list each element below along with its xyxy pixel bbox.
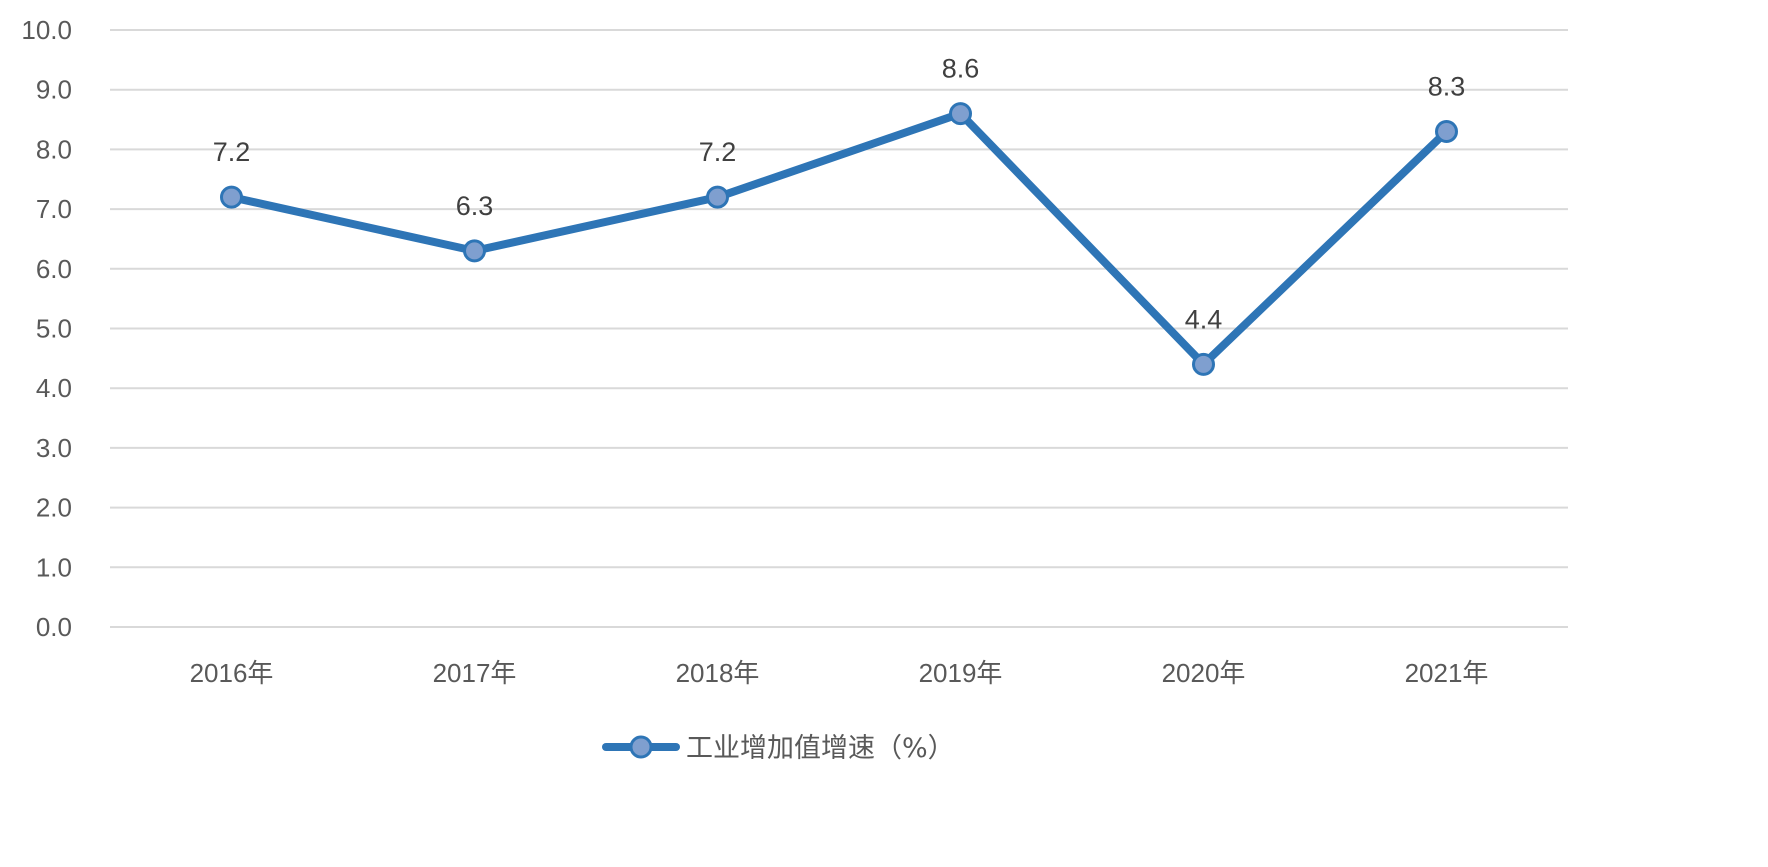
data-point bbox=[1192, 352, 1215, 376]
data-label: 8.3 bbox=[1428, 71, 1466, 101]
data-label: 4.4 bbox=[1185, 304, 1223, 334]
y-tick-label: 1.0 bbox=[36, 552, 72, 582]
data-label: 7.2 bbox=[213, 137, 251, 167]
x-tick-label: 2016年 bbox=[190, 658, 274, 688]
y-axis-ticks: 0.0 1.0 2.0 3.0 4.0 5.0 6.0 7.0 8.0 9.0 10.0 bbox=[21, 15, 72, 642]
series-line bbox=[227, 109, 1451, 369]
series-layer bbox=[220, 102, 1458, 376]
x-tick-label: 2017年 bbox=[433, 658, 517, 688]
x-tick-label: 2019年 bbox=[919, 658, 1003, 688]
data-labels: 7.2 6.3 7.2 8.6 4.4 8.3 bbox=[213, 54, 1466, 335]
data-point bbox=[706, 185, 729, 209]
data-point bbox=[220, 185, 243, 209]
y-tick-label: 6.0 bbox=[36, 254, 72, 284]
data-label: 7.2 bbox=[699, 137, 737, 167]
chart-container: 0.0 1.0 2.0 3.0 4.0 5.0 6.0 7.0 8.0 9.0 10.0 2016年… bbox=[21, 15, 1568, 764]
y-tick-label: 2.0 bbox=[36, 493, 72, 523]
data-label: 6.3 bbox=[456, 191, 494, 221]
x-axis-ticks: 2016年 2017年 2018年 2019年 2020年 2021年 bbox=[190, 658, 1489, 688]
x-tick-label: 2020年 bbox=[1162, 658, 1246, 688]
y-tick-label: 4.0 bbox=[36, 373, 72, 403]
line-chart: 0.0 1.0 2.0 3.0 4.0 5.0 6.0 7.0 8.0 9.0 10.0 2016年… bbox=[21, 15, 1568, 764]
y-tick-label: 0.0 bbox=[36, 612, 72, 642]
legend-marker-swatch bbox=[629, 735, 653, 759]
legend: 工业增加值增速（%） bbox=[602, 733, 955, 764]
y-tick-label: 3.0 bbox=[36, 433, 72, 463]
gridlines bbox=[110, 29, 1568, 628]
y-tick-label: 9.0 bbox=[36, 75, 72, 105]
y-tick-label: 8.0 bbox=[36, 134, 72, 164]
data-point bbox=[463, 239, 486, 263]
data-point bbox=[949, 102, 972, 126]
legend-label: 工业增加值增速（%） bbox=[686, 733, 955, 764]
y-tick-label: 7.0 bbox=[36, 194, 72, 224]
y-tick-label: 10.0 bbox=[21, 15, 72, 45]
data-point bbox=[1435, 119, 1458, 143]
x-tick-label: 2021年 bbox=[1405, 658, 1489, 688]
x-tick-label: 2018年 bbox=[676, 658, 760, 688]
y-tick-label: 5.0 bbox=[36, 314, 72, 344]
data-label: 8.6 bbox=[942, 54, 980, 84]
